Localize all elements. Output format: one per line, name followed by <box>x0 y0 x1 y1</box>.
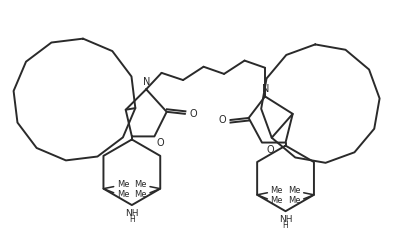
Text: O: O <box>189 109 197 119</box>
Text: Me: Me <box>270 196 283 206</box>
Text: Me: Me <box>117 190 129 199</box>
Text: Me: Me <box>134 190 147 199</box>
Text: Me: Me <box>288 186 301 195</box>
Text: Me: Me <box>270 186 283 195</box>
Text: NH: NH <box>125 209 139 218</box>
Text: Me: Me <box>288 196 301 206</box>
Text: H: H <box>283 222 288 230</box>
Text: O: O <box>156 138 164 148</box>
Text: N: N <box>262 84 270 94</box>
Text: N: N <box>142 77 150 87</box>
Text: NH: NH <box>279 215 292 224</box>
Text: H: H <box>129 215 135 224</box>
Text: Me: Me <box>117 180 129 189</box>
Text: O: O <box>219 115 226 125</box>
Text: Me: Me <box>134 180 147 189</box>
Text: O: O <box>266 145 274 155</box>
